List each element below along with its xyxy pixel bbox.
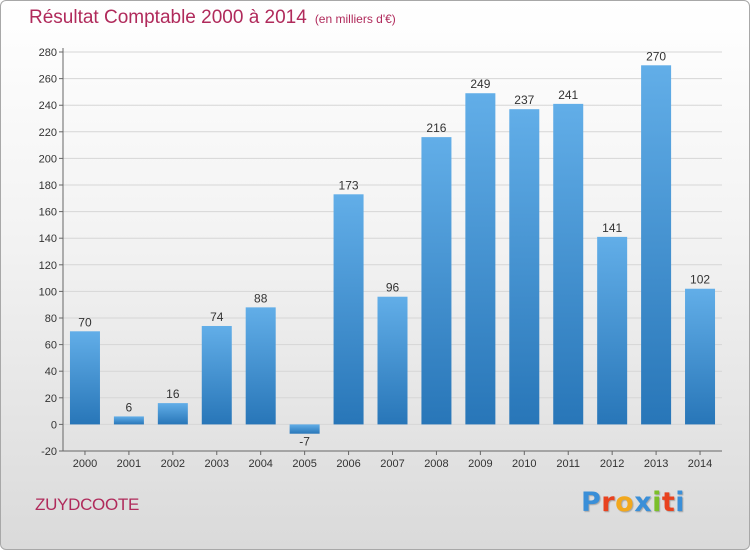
data-label-2006: 173 [339, 178, 359, 192]
x-tick-label: 2009 [468, 458, 492, 470]
logo-letter: r [601, 487, 616, 518]
x-tick-label: 2004 [248, 458, 272, 470]
bar-2001 [113, 416, 144, 425]
logo-letter: x [634, 487, 653, 518]
y-tick-label: 0 [51, 419, 57, 431]
logo-letter: P [581, 487, 602, 518]
data-label-2014: 102 [690, 273, 710, 287]
x-tick-label: 2006 [336, 458, 360, 470]
data-label-2007: 96 [386, 281, 400, 295]
x-tick-label: 2005 [292, 458, 316, 470]
data-label-2002: 16 [166, 387, 180, 401]
y-tick-label: 20 [45, 393, 57, 405]
x-axis-ticks: 2000 2001 2002 2003 2004 2005 2006 2007 2008 2009… [73, 451, 712, 470]
data-label-2011: 241 [558, 88, 578, 102]
bar-2002 [157, 403, 188, 425]
data-label-2012: 141 [602, 221, 622, 235]
y-tick-label: 220 [39, 127, 57, 139]
x-tick-label: 2008 [424, 458, 448, 470]
chart-title: Résultat Comptable 2000 à 2014 (en millie… [29, 7, 396, 29]
bar-2010 [509, 109, 540, 425]
y-tick-label: 60 [45, 340, 57, 352]
y-tick-label: 200 [39, 153, 57, 165]
x-tick-label: 2011 [556, 458, 580, 470]
bar-2012 [597, 236, 628, 425]
title-text: Résultat Comptable 2000 à 2014 [29, 7, 307, 28]
y-tick-label: 120 [39, 260, 57, 272]
bar-2000 [69, 331, 100, 425]
data-label-2010: 237 [514, 93, 534, 107]
bar-2005 [289, 424, 320, 434]
data-label-2001: 6 [126, 400, 133, 414]
bars [69, 65, 716, 434]
data-label-2013: 270 [646, 49, 666, 63]
x-tick-label: 2013 [644, 458, 668, 470]
data-label-2009: 249 [470, 77, 490, 91]
y-tick-label: 40 [45, 366, 57, 378]
y-tick-label: 140 [39, 233, 57, 245]
commune-name: ZUYDCOOTE [35, 495, 140, 514]
y-tick-label: 260 [39, 74, 57, 86]
y-tick-label: 160 [39, 207, 57, 219]
x-tick-label: 2002 [161, 458, 185, 470]
y-tick-label: 240 [39, 100, 57, 112]
logo-letter: i [652, 487, 662, 518]
x-tick-label: 2007 [380, 458, 404, 470]
title-unit: (en milliers d'€) [314, 12, 396, 26]
bar-2007 [377, 296, 408, 425]
y-axis-ticks: -20 0 20 40 60 80 100 120 140 160 180 200 220 240 260 2… [39, 47, 63, 458]
logo-letter: i [675, 487, 686, 518]
data-label-2008: 216 [426, 121, 446, 135]
bar-2014 [685, 288, 716, 425]
bar-2013 [641, 65, 672, 425]
x-tick-label: 2012 [600, 458, 624, 470]
bar-2003 [201, 325, 232, 425]
data-label-2005: -7 [299, 435, 310, 449]
x-tick-label: 2000 [73, 458, 97, 470]
data-label-2003: 74 [210, 310, 224, 324]
x-tick-label: 2014 [688, 458, 712, 470]
bar-2011 [553, 103, 584, 425]
bar-2006 [333, 194, 364, 425]
y-tick-label: 100 [39, 286, 57, 298]
data-label-2004: 88 [254, 291, 268, 305]
y-tick-label: 280 [39, 47, 57, 59]
data-labels: 70 6 16 74 88 -7 173 96 216 249 237 241 141 270 102 [78, 49, 710, 448]
x-tick-label: 2010 [512, 458, 536, 470]
logo-letter: o [615, 487, 635, 518]
bar-2009 [465, 93, 496, 425]
data-label-2000: 70 [78, 315, 92, 329]
bar-2008 [421, 137, 452, 425]
proxiti-logo[interactable]: Proxiti [581, 487, 685, 518]
y-tick-label: 80 [45, 313, 57, 325]
x-tick-label: 2003 [205, 458, 229, 470]
y-tick-label: -20 [41, 446, 57, 458]
bar-2004 [245, 307, 276, 425]
logo-letter: t [661, 487, 676, 518]
y-tick-label: 180 [39, 180, 57, 192]
x-tick-label: 2001 [117, 458, 141, 470]
